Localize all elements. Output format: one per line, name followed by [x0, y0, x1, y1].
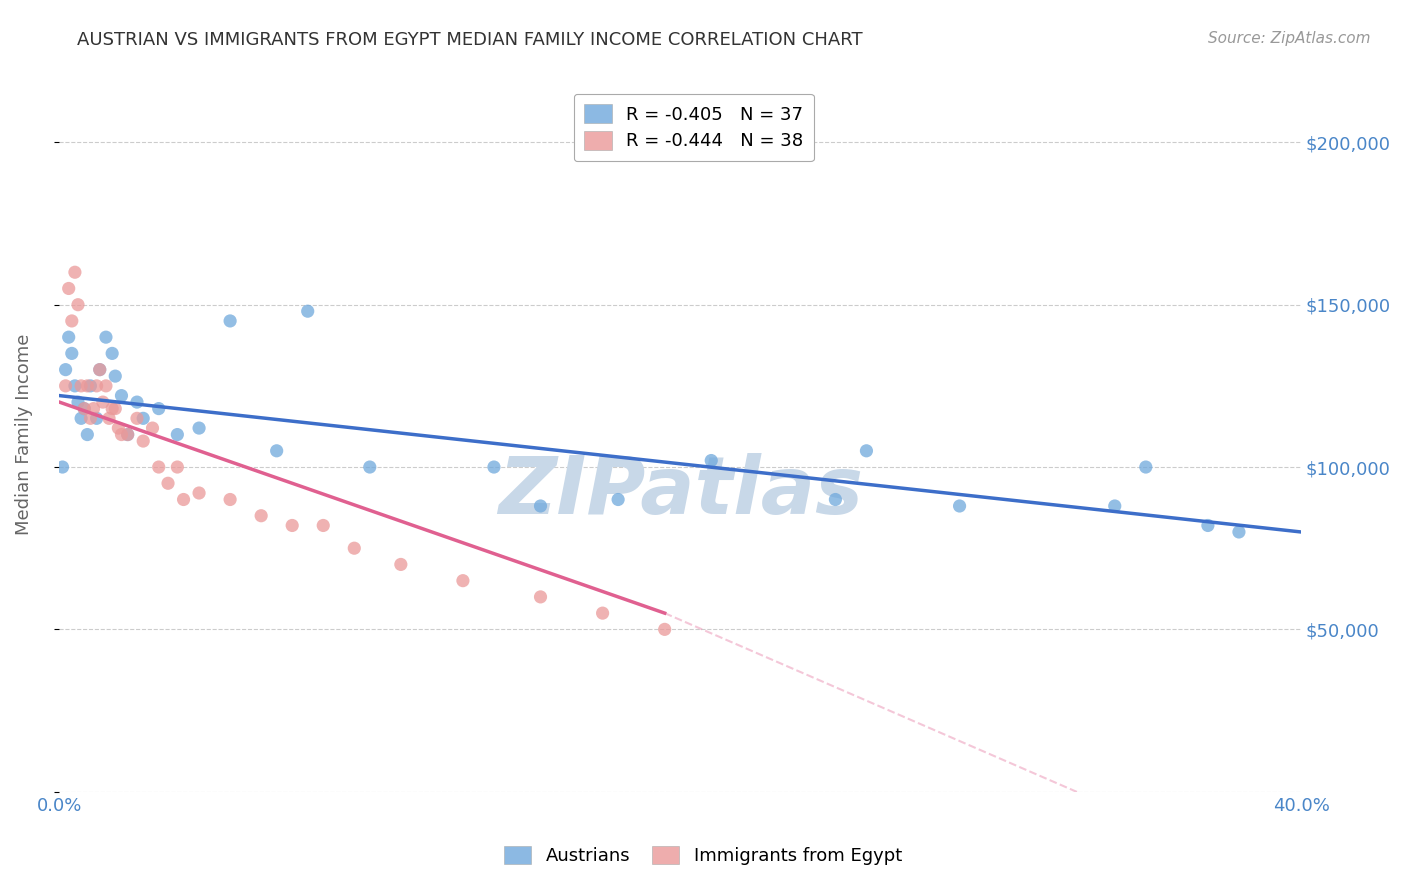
Point	[117, 427, 139, 442]
Point	[104, 369, 127, 384]
Point	[529, 590, 551, 604]
Point	[654, 623, 676, 637]
Point	[250, 508, 273, 523]
Point	[281, 518, 304, 533]
Point	[91, 395, 114, 409]
Point	[104, 401, 127, 416]
Point	[58, 330, 80, 344]
Point	[359, 460, 381, 475]
Legend: Austrians, Immigrants from Egypt: Austrians, Immigrants from Egypt	[496, 838, 910, 872]
Point	[86, 379, 108, 393]
Point	[79, 411, 101, 425]
Point	[55, 362, 77, 376]
Point	[70, 411, 93, 425]
Point	[157, 476, 180, 491]
Point	[94, 330, 117, 344]
Point	[148, 460, 170, 475]
Point	[58, 281, 80, 295]
Point	[141, 421, 163, 435]
Point	[63, 379, 86, 393]
Text: Source: ZipAtlas.com: Source: ZipAtlas.com	[1208, 31, 1371, 46]
Point	[125, 395, 148, 409]
Point	[66, 298, 89, 312]
Point	[592, 606, 614, 620]
Point	[70, 379, 93, 393]
Point	[700, 453, 723, 467]
Point	[89, 362, 111, 376]
Point	[132, 434, 155, 448]
Point	[312, 518, 335, 533]
Text: ZIPatlas: ZIPatlas	[498, 453, 863, 531]
Point	[148, 401, 170, 416]
Point	[529, 499, 551, 513]
Point	[110, 389, 132, 403]
Point	[824, 492, 846, 507]
Point	[173, 492, 195, 507]
Point	[101, 401, 124, 416]
Point	[1227, 524, 1250, 539]
Point	[219, 492, 242, 507]
Point	[83, 401, 105, 416]
Point	[79, 379, 101, 393]
Point	[297, 304, 319, 318]
Point	[132, 411, 155, 425]
Point	[948, 499, 970, 513]
Point	[188, 486, 211, 500]
Point	[76, 427, 98, 442]
Point	[55, 379, 77, 393]
Y-axis label: Median Family Income: Median Family Income	[15, 334, 32, 535]
Point	[73, 401, 96, 416]
Point	[855, 443, 877, 458]
Point	[66, 395, 89, 409]
Point	[98, 411, 121, 425]
Point	[76, 379, 98, 393]
Point	[166, 427, 188, 442]
Point	[63, 265, 86, 279]
Point	[51, 460, 73, 475]
Point	[86, 411, 108, 425]
Point	[60, 346, 83, 360]
Point	[117, 427, 139, 442]
Point	[188, 421, 211, 435]
Point	[166, 460, 188, 475]
Point	[266, 443, 288, 458]
Point	[451, 574, 474, 588]
Point	[73, 401, 96, 416]
Point	[482, 460, 505, 475]
Point	[1135, 460, 1157, 475]
Point	[219, 314, 242, 328]
Point	[389, 558, 412, 572]
Point	[101, 346, 124, 360]
Point	[60, 314, 83, 328]
Point	[125, 411, 148, 425]
Point	[607, 492, 630, 507]
Legend: R = -0.405   N = 37, R = -0.444   N = 38: R = -0.405 N = 37, R = -0.444 N = 38	[574, 94, 814, 161]
Point	[107, 421, 129, 435]
Point	[343, 541, 366, 556]
Text: AUSTRIAN VS IMMIGRANTS FROM EGYPT MEDIAN FAMILY INCOME CORRELATION CHART: AUSTRIAN VS IMMIGRANTS FROM EGYPT MEDIAN…	[77, 31, 863, 49]
Point	[89, 362, 111, 376]
Point	[1104, 499, 1126, 513]
Point	[110, 427, 132, 442]
Point	[94, 379, 117, 393]
Point	[1197, 518, 1219, 533]
